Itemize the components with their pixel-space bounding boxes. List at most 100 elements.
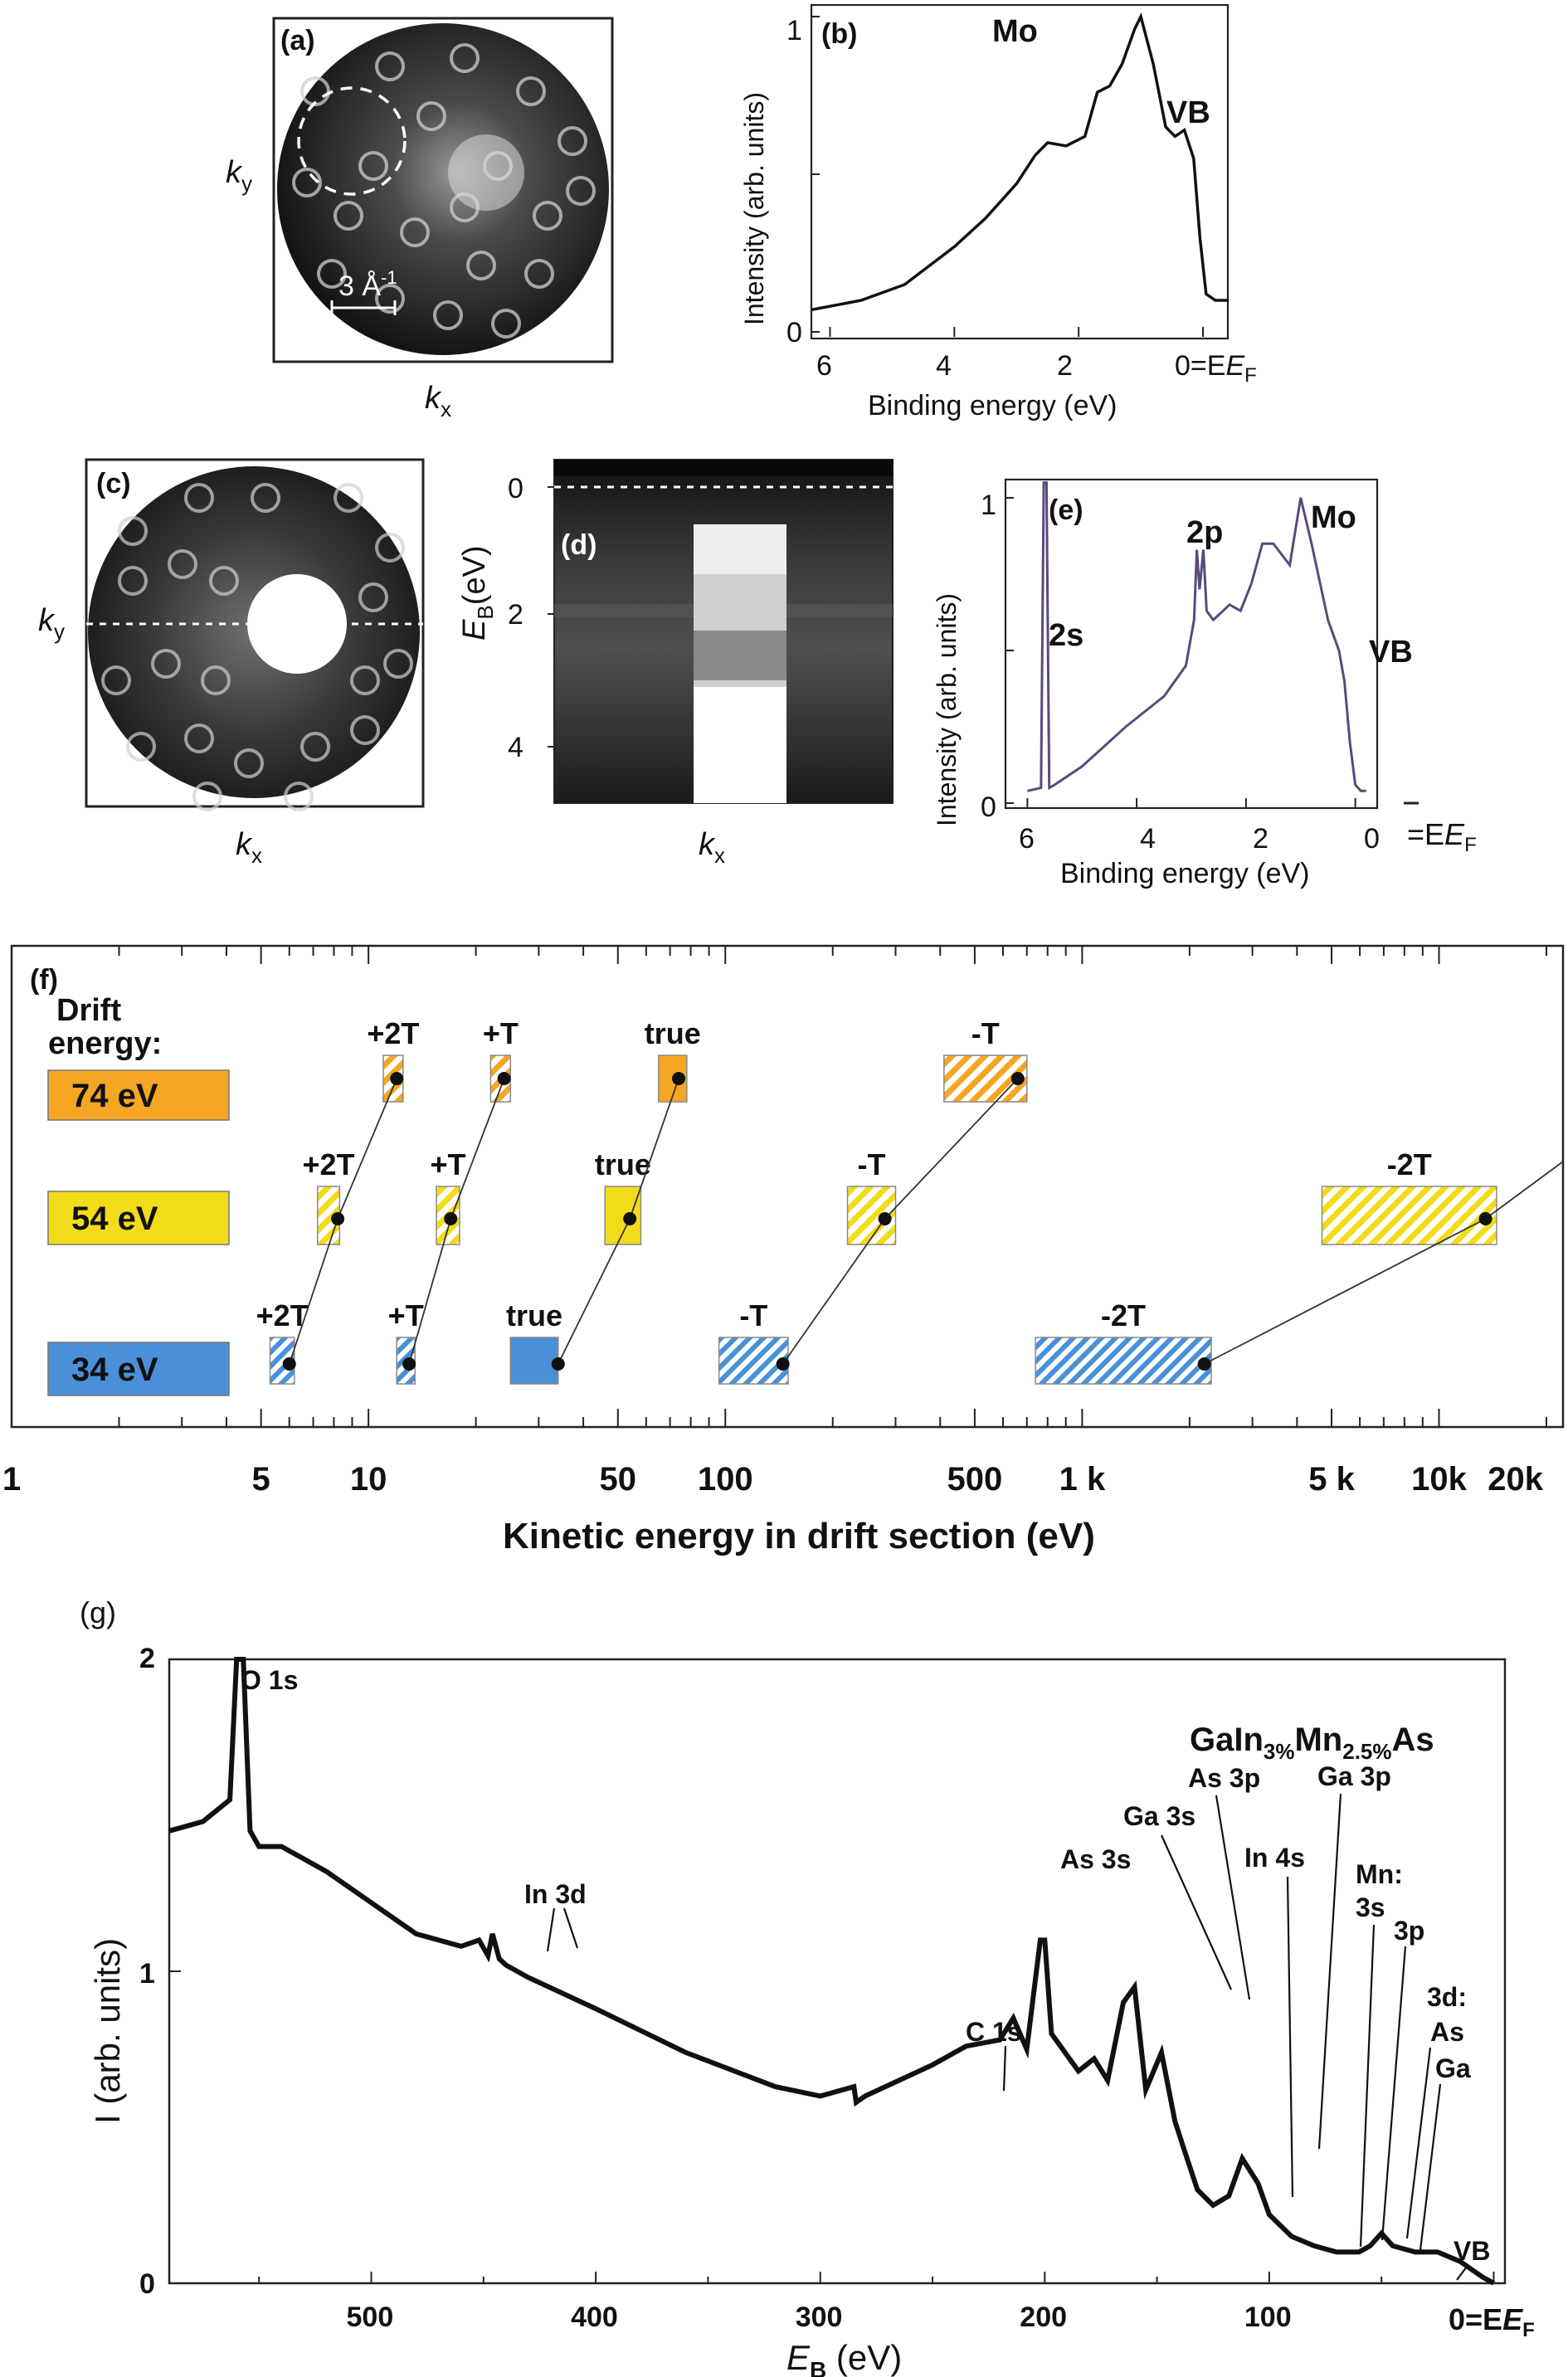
diffraction-ring — [416, 101, 446, 131]
peak-o1s: O 1s — [241, 1665, 298, 1695]
kinetic-connector — [1204, 1218, 1486, 1365]
diffraction-ring — [334, 483, 363, 513]
kinetic-connector — [450, 1078, 505, 1220]
panel-e-label: (e) — [1049, 494, 1083, 526]
f-xtick-label: 500 — [947, 1461, 1003, 1498]
2s-peak-label: 2s — [1049, 618, 1083, 653]
diffraction-ring — [300, 76, 330, 106]
panel-b: (b) Mo VB 0 1 6 4 2 0=EEF Binding energy… — [739, 3, 1257, 421]
diffraction-ring — [358, 582, 388, 612]
b-xlabel: Binding energy (eV) — [868, 390, 1118, 421]
bright-column-bottom — [694, 687, 786, 803]
kinetic-dot — [331, 1212, 345, 1225]
pointer-as3p — [1215, 1795, 1251, 2000]
diffraction-ring — [350, 665, 380, 695]
diffraction-rings-a — [292, 43, 596, 339]
f-xtick-label: 50 — [600, 1461, 637, 1498]
panel-f-xtick-labels: 1 5 10 50 100 500 1 k 5 k 10k 20k — [2, 1461, 1544, 1498]
kinetic-dot — [1197, 1357, 1211, 1371]
f-xtick-label: 1 k — [1059, 1461, 1106, 1498]
diffraction-ring — [375, 284, 405, 314]
f-xtick-label: 5 k — [1308, 1461, 1355, 1498]
panel-b-label: (b) — [821, 18, 857, 50]
kinetic-box-label: true — [595, 1147, 651, 1181]
formula-label: GaIn3%Mn2.5%As — [1190, 1722, 1434, 1764]
kinetic-dot — [390, 1072, 404, 1085]
pointer-c1s — [1002, 2045, 1007, 2092]
g-xtick-label: 300 — [796, 2302, 843, 2333]
diffraction-ring — [317, 259, 347, 289]
g-xtick-label: 200 — [1020, 2302, 1067, 2333]
kinetic-dot — [1010, 1072, 1025, 1085]
kinetic-connector — [557, 1218, 631, 1365]
drift-34-label: 34 eV — [71, 1352, 158, 1388]
panel-e-frame — [1004, 478, 1379, 810]
peak-in4s: In 4s — [1244, 1843, 1305, 1873]
e-xtick-4: 4 — [1140, 823, 1156, 855]
kinetic-box-label: true — [506, 1298, 562, 1332]
diffraction-ring — [334, 201, 363, 231]
panel-a-label: (a) — [280, 25, 315, 56]
peak-vb: VB — [1454, 2236, 1490, 2266]
pointer-ga-3d — [1419, 2083, 1442, 2251]
kinetic-dot — [551, 1357, 565, 1371]
diffraction-ring — [516, 76, 546, 106]
kinetic-box-label: +2T — [256, 1298, 309, 1332]
diffraction-ring — [284, 782, 314, 811]
b-xtick-2: 2 — [1057, 350, 1073, 382]
diffraction-ring — [184, 483, 214, 513]
kinetic-box-label: +T — [483, 1016, 519, 1050]
kinetic-box-label: +2T — [303, 1147, 355, 1181]
kinetic-dot — [1478, 1212, 1493, 1225]
kinetic-connector — [629, 1078, 679, 1220]
panel-e-spectrum — [1027, 481, 1366, 792]
d-ytick-0: 0 — [508, 473, 523, 504]
g-xlabel: EB (eV) — [786, 2338, 902, 2377]
kinetic-box-label: +T — [388, 1298, 424, 1332]
dashed-circle-marker — [297, 86, 407, 196]
panel-d-label: (d) — [561, 529, 597, 561]
diffraction-ring — [533, 201, 562, 231]
e-ef-label: =EEF — [1407, 817, 1477, 856]
d-ytick-2: 2 — [508, 599, 523, 631]
panel-b-spectrum — [811, 12, 1228, 312]
peak-as-3d: As — [1430, 2017, 1464, 2047]
2p-peak-label: 2p — [1186, 515, 1223, 550]
panel-b-frame — [810, 3, 1230, 340]
panel-f-marks: +2T +T true -T +2T +T true -T -2T +2T +T true -T -2T — [256, 1016, 1564, 1385]
drift-74-badge — [47, 1069, 230, 1121]
diffraction-ring — [400, 217, 430, 247]
g-ytick-1: 1 — [139, 1958, 155, 1990]
panel-f-ticks — [11, 946, 1547, 1427]
g-xtick-label: 500 — [347, 2302, 394, 2333]
pointer-mn3s — [1359, 1924, 1376, 2248]
diffraction-ring — [209, 566, 239, 596]
peak-in3d: In 3d — [524, 1879, 587, 1909]
e-ylabel: Intensity (arb. units) — [932, 593, 962, 826]
kinetic-box-label: -2T — [1387, 1147, 1432, 1181]
kinetic-dot — [776, 1357, 790, 1371]
kinetic-dot — [623, 1212, 637, 1225]
pointer-ga3s — [1160, 1834, 1233, 1990]
kx-axis-label-a: kx — [425, 381, 451, 421]
diffraction-ring — [433, 300, 463, 330]
d-ylabel: EB(eV) — [457, 546, 498, 641]
ky-axis-label-c: ky — [38, 603, 65, 644]
e-xtick-2: 2 — [1253, 823, 1269, 855]
diffraction-ring — [126, 732, 156, 762]
peak-mn: Mn: — [1356, 1859, 1403, 1889]
ky-axis-label-a: ky — [226, 155, 252, 196]
pointer-in3d-b — [562, 1907, 579, 1949]
g-xtick-label: 400 — [571, 2302, 618, 2333]
vb-peak-label-b: VB — [1166, 95, 1210, 130]
g-ytick-0: 0 — [139, 2268, 155, 2300]
e-xtick-6: 6 — [1019, 823, 1035, 855]
diffraction-ring — [375, 51, 405, 81]
e-ytick-0: 0 — [981, 792, 996, 823]
kx-axis-label-c: kx — [236, 827, 262, 868]
kinetic-connector — [884, 1078, 1019, 1220]
b-ef-label: 0=EEF — [1175, 350, 1257, 387]
diffraction-ring — [566, 176, 596, 206]
kinetic-dot — [672, 1072, 686, 1085]
kinetic-dot — [282, 1357, 296, 1371]
